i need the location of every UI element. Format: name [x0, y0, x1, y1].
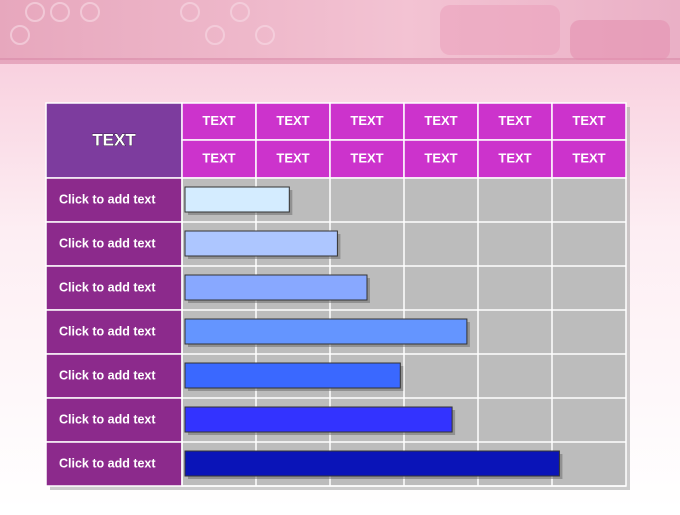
bar: [184, 450, 560, 477]
header-text: TEXT: [202, 150, 235, 165]
header-text: TEXT: [424, 150, 457, 165]
header-text: TEXT: [350, 113, 383, 128]
row-label: Click to add text: [59, 236, 156, 250]
pillow: [570, 20, 670, 60]
table: TEXT TEXT TEXT TEXT TEXT TEXT TEXT TEXT TEXT TEXT…: [45, 102, 627, 487]
row-label-cell: [45, 441, 183, 487]
header-cell: [551, 139, 627, 179]
row-label-cell: [45, 309, 183, 355]
row-label: Click to add text: [59, 280, 156, 294]
grid-border: [181, 177, 627, 487]
bar: [184, 230, 338, 257]
row-label: Click to add text: [59, 456, 156, 470]
banner-pattern: [10, 2, 275, 45]
bar: [184, 186, 290, 213]
header-text: TEXT: [350, 150, 383, 165]
table-title: TEXT: [92, 130, 136, 149]
header-cell: [403, 139, 479, 179]
header-text: TEXT: [572, 150, 605, 165]
bar: [184, 406, 453, 433]
row-label: Click to add text: [59, 192, 156, 206]
bar: [184, 274, 368, 301]
pillow: [440, 5, 560, 55]
banner-edge: [0, 58, 680, 64]
header-cell: [255, 102, 331, 141]
header-cell: [551, 102, 627, 141]
title-cell: [45, 102, 183, 179]
row-label-cell: [45, 265, 183, 311]
row-label-cell: [45, 397, 183, 443]
bar: [184, 318, 468, 345]
header-cell: [181, 139, 257, 179]
row-label: Click to add text: [59, 368, 156, 382]
bar: [184, 362, 401, 389]
header-text: TEXT: [498, 113, 531, 128]
header-text: TEXT: [276, 150, 309, 165]
header-text: TEXT: [276, 113, 309, 128]
row-label: Click to add text: [59, 324, 156, 338]
header-text: TEXT: [202, 113, 235, 128]
header-cell: [181, 102, 257, 141]
header-text: TEXT: [424, 113, 457, 128]
header-text: TEXT: [572, 113, 605, 128]
row-label: Click to add text: [59, 412, 156, 426]
banner: [0, 0, 680, 60]
header-text: TEXT: [498, 150, 531, 165]
